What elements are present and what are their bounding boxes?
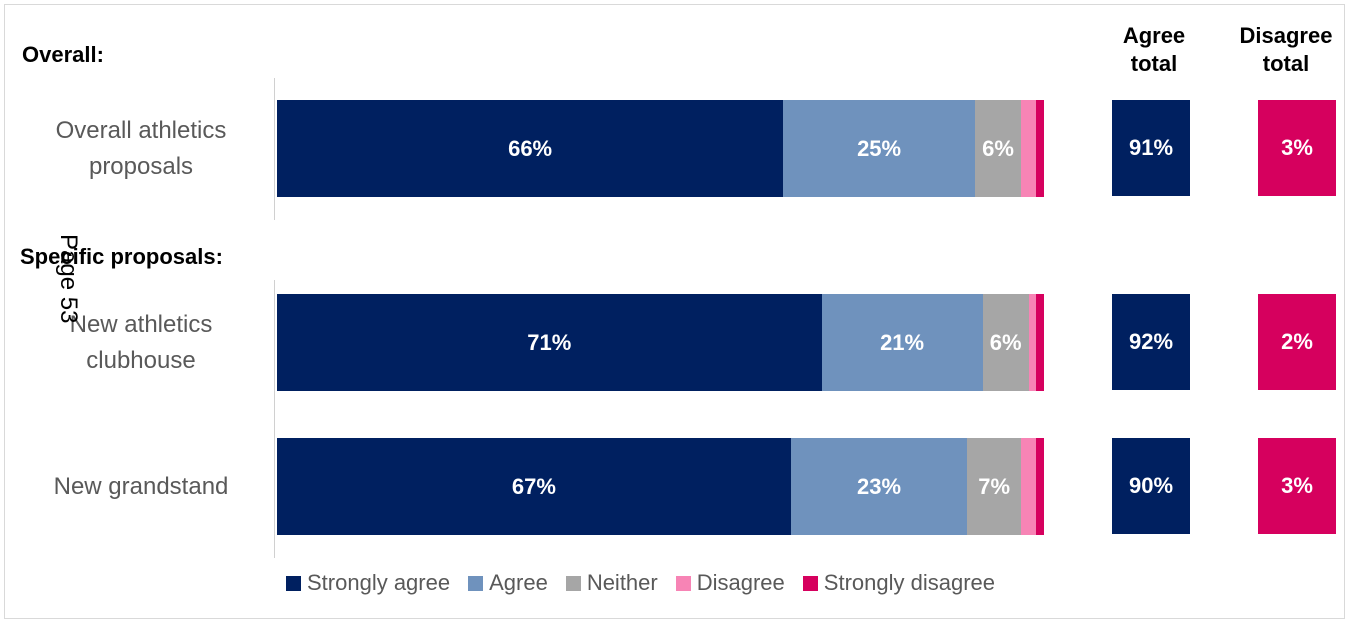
disagree-total-box: 3% (1258, 438, 1336, 534)
legend-swatch (675, 575, 691, 591)
agree-total-header: Agree total (1122, 23, 1186, 76)
legend-label: Strongly agree (307, 570, 451, 595)
legend-item: Disagree (675, 570, 785, 596)
category-label: Overall athletics proposals (55, 116, 227, 180)
category-label: New grandstand (53, 472, 229, 500)
bar-segment-agree: 25% (783, 100, 975, 197)
legend-label: Agree (489, 570, 548, 595)
category-label: New athletics clubhouse (69, 310, 213, 374)
bar-segment-neither: 6% (974, 100, 1021, 197)
category-axis-line-bottom (274, 280, 275, 558)
legend-item: Agree (468, 570, 548, 596)
legend-item: Strongly disagree (802, 570, 995, 596)
disagree-total-box: 2% (1258, 294, 1336, 390)
legend-swatch (802, 575, 818, 591)
legend-label: Neither (586, 570, 658, 595)
page-number: Page 53 (55, 234, 82, 324)
legend-label: Disagree (696, 570, 785, 595)
bar-segment-neither: 6% (982, 294, 1029, 391)
bar-segment-strongly-agree: 66% (277, 100, 784, 197)
legend-label: Strongly disagree (823, 570, 995, 595)
legend-item: Strongly agree (286, 570, 450, 596)
bar-segment-strongly-disagree (1036, 438, 1044, 535)
agree-total-box: 91% (1112, 100, 1190, 196)
bar-segment-disagree (1020, 438, 1037, 535)
section-title-specific: Specific proposals: (20, 244, 223, 269)
bar-segment-disagree (1028, 294, 1037, 391)
disagree-total-box: 3% (1258, 100, 1336, 196)
stacked-bar: 67% 23% 7% (277, 438, 1044, 535)
legend-swatch (286, 575, 301, 591)
bar-segment-strongly-disagree (1036, 100, 1044, 197)
chart-legend: Strongly agree Agree Neither Disagree Strong… (286, 570, 995, 596)
agree-total-box: 92% (1112, 294, 1190, 390)
bar-segment-strongly-disagree (1036, 294, 1044, 391)
stacked-bar: 66% 25% 6% (277, 100, 1044, 197)
legend-swatch (468, 575, 484, 591)
disagree-total-header: Disagree total (1239, 23, 1333, 76)
agree-total-box: 90% (1112, 438, 1190, 534)
bar-segment-agree: 23% (790, 438, 968, 535)
legend-swatch (565, 575, 581, 591)
bar-segment-agree: 21% (821, 294, 983, 391)
section-title-overall: Overall: (22, 42, 104, 67)
bar-segment-strongly-agree: 71% (277, 294, 822, 391)
bar-segment-disagree (1020, 100, 1037, 197)
category-axis-line-top (274, 78, 275, 220)
stacked-bar: 71% 21% 6% (277, 294, 1044, 391)
legend-item: Neither (565, 570, 658, 596)
bar-segment-strongly-agree: 67% (277, 438, 791, 535)
bar-segment-neither: 7% (967, 438, 1021, 535)
